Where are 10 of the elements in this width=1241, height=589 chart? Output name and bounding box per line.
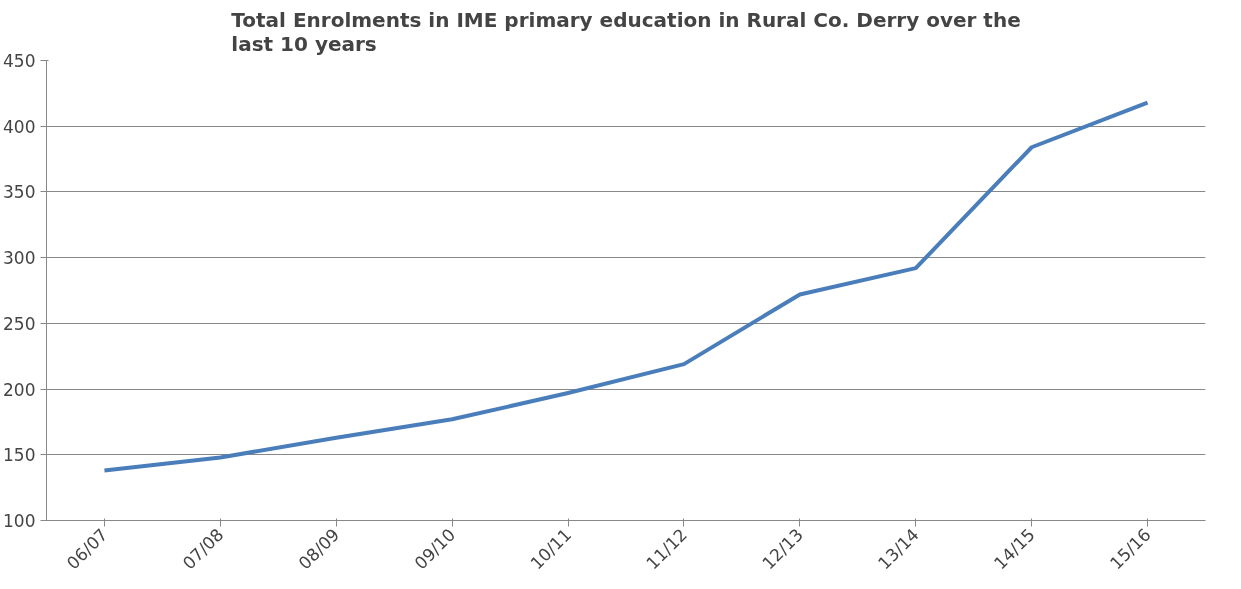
y-tick-label: 300 [3,248,36,269]
y-tick-label: 150 [3,445,36,466]
y-tick-label: 250 [3,313,36,334]
y-tick-label: 400 [3,116,36,137]
chart-title: Total Enrolments in IME primary education in Rural Co. Derry over the last 10 years [231,7,1021,56]
y-tick-label: 450 [3,51,36,71]
line-series [102,100,1150,473]
y-tick-label: 100 [3,511,36,531]
y-tick-label: 200 [3,379,36,400]
y-tick-label: 350 [3,182,36,203]
